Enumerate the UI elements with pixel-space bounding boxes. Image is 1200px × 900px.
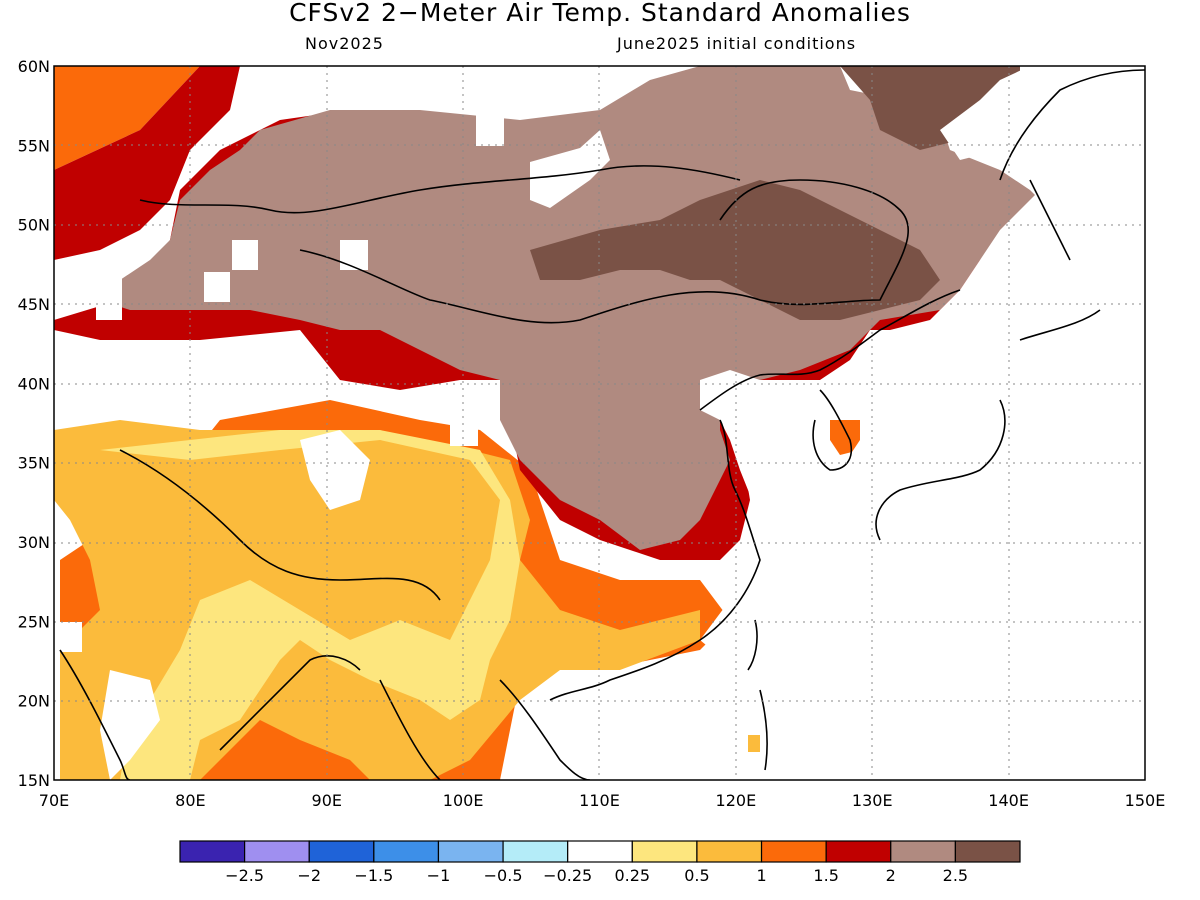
coastline-korea: [812, 389, 852, 471]
colorbar: [179, 840, 1021, 863]
colorbar-label: 2: [886, 866, 896, 885]
coastline-indochina: [379, 679, 591, 780]
colorbar-label: 0.25: [614, 866, 650, 885]
colorbar-label: 1: [756, 866, 766, 885]
colorbar-swatch: [437, 840, 504, 863]
lon-tick-label: 80E: [175, 791, 205, 810]
lon-tick-label: 110E: [579, 791, 620, 810]
colorbar-label: −0.25: [543, 866, 592, 885]
colorbar-label: −2.5: [225, 866, 264, 885]
colorbar-label: 2.5: [943, 866, 968, 885]
initial-conditions: June2025 initial conditions: [617, 34, 857, 53]
lon-tick-label: 100E: [443, 791, 484, 810]
anomaly-region-korea: [830, 420, 860, 455]
lat-tick-label: 30N: [18, 533, 50, 552]
lat-tick-label: 50N: [18, 216, 50, 235]
colorbar-swatch: [179, 840, 246, 863]
colorbar-label: −1.5: [354, 866, 393, 885]
colorbar-swatch: [825, 840, 892, 863]
forecast-month: Nov2025: [305, 34, 384, 53]
graticule: [54, 66, 1145, 780]
lat-tick-label: 20N: [18, 692, 50, 711]
border-china-mongolia: [299, 179, 910, 324]
colorbar-swatch: [954, 840, 1021, 863]
colorbar-swatch: [308, 840, 375, 863]
colorbar-label: 0.5: [684, 866, 709, 885]
lon-tick-label: 90E: [312, 791, 342, 810]
colorbar-swatch: [373, 840, 440, 863]
coastline-india: [59, 649, 361, 780]
lon-tick-label: 150E: [1125, 791, 1166, 810]
coastline-taiwan: [747, 619, 758, 671]
colorbar-label: −1: [427, 866, 451, 885]
colorbar-swatch: [760, 840, 827, 863]
lat-tick-label: 55N: [18, 136, 50, 155]
colorbar-label: −0.5: [484, 866, 523, 885]
lat-tick-label: 25N: [18, 612, 50, 631]
lat-tick-label: 35N: [18, 454, 50, 473]
colorbar-swatch: [244, 840, 310, 863]
colorbar-swatch: [502, 840, 569, 863]
coastlines: [59, 69, 1145, 780]
lon-tick-label: 120E: [716, 791, 757, 810]
anomaly-region-yellow: [100, 430, 520, 780]
coastline-sakhalin: [1029, 179, 1071, 261]
border-himalaya: [119, 449, 441, 601]
colorbar-labels: −2.5 −2 −1.5 −1 −0.5 −0.25 0.25 0.5 1 1.5 2 2.5: [225, 866, 968, 885]
lat-tick-labels: 60N 55N 50N 45N 40N 35N 30N 25N 20N 15N: [18, 57, 50, 790]
coastline-china-east: [549, 289, 961, 701]
lat-tick-label: 40N: [18, 374, 50, 393]
map-frame: [53, 65, 1146, 781]
colorbar-swatch: [890, 840, 956, 863]
anomaly-region-taupe: [100, 66, 1040, 550]
anomaly-region-near-zero-tibet: [300, 430, 370, 510]
lon-tick-label: 130E: [852, 791, 893, 810]
lat-tick-label: 60N: [18, 57, 50, 76]
colorbar-label: 1.5: [813, 866, 838, 885]
colorbar-swatch: [567, 840, 633, 863]
coastline-russia-pacific: [999, 69, 1145, 181]
colorbar-swatch: [696, 840, 763, 863]
anomaly-region-near-zero: [100, 670, 160, 780]
lon-tick-label: 140E: [988, 791, 1029, 810]
lat-tick-label: 15N: [18, 771, 50, 790]
coastline-philippines: [759, 689, 768, 771]
border-russia: [139, 165, 741, 214]
anomaly-field: [54, 66, 1145, 780]
lon-tick-labels: 70E 80E 90E 100E 110E 120E 130E 140E 150E: [39, 791, 1166, 810]
lat-tick-label: 45N: [18, 295, 50, 314]
coastline-japan: [875, 309, 1101, 541]
colorbar-label: −2: [297, 866, 321, 885]
colorbar-swatch: [631, 840, 698, 863]
lon-tick-label: 70E: [39, 791, 69, 810]
missing-data-cells: [54, 66, 1145, 780]
anomaly-region-red-north: [54, 66, 240, 260]
anomaly-region-brown-mongolia: [530, 180, 940, 320]
chart-title: CFSv2 2−Meter Air Temp. Standard Anomali…: [289, 0, 911, 27]
